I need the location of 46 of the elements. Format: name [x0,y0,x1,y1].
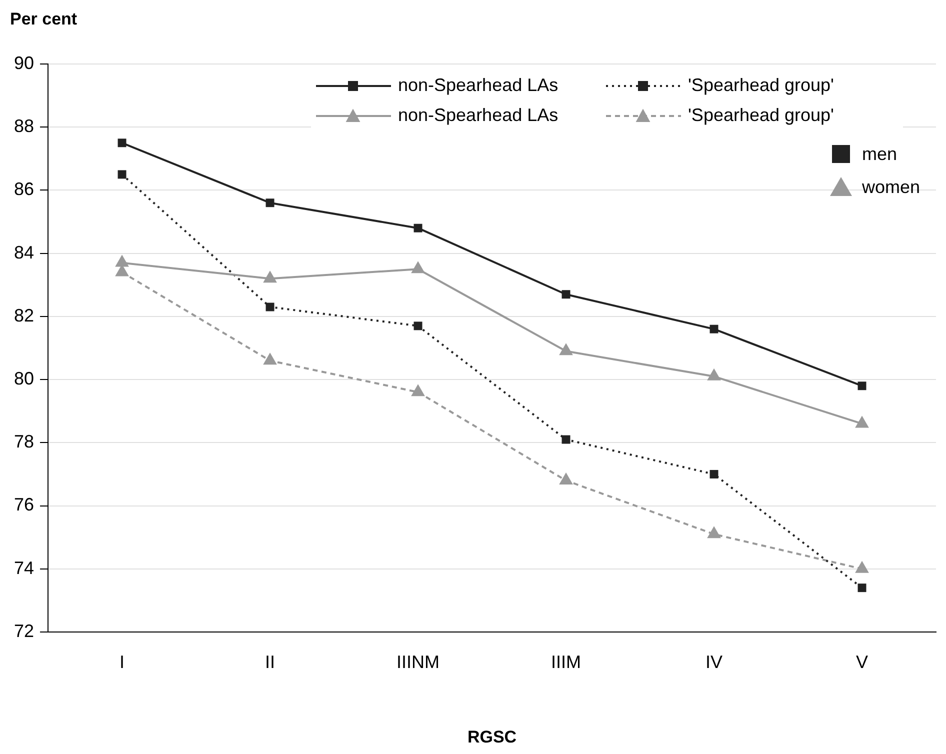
x-tick-label: I [120,652,125,672]
y-tick-label: 76 [14,494,34,515]
point [414,322,422,330]
point [263,270,277,283]
legend-label: 'Spearhead group' [688,104,834,125]
x-axis-title: RGSC [467,727,517,746]
point [263,352,277,365]
x-tick-label: IIIM [551,652,582,672]
y-tick-label: 88 [14,116,34,136]
point [562,290,570,299]
point [855,560,869,573]
annotation: men [862,143,898,165]
x-tick-label: IIINM [396,652,440,672]
point [710,324,718,334]
point [855,416,869,428]
y-tick-label: 84 [14,242,34,262]
x-tick-label: IV [706,652,723,672]
y-tick-label: 74 [14,558,34,578]
point [707,526,721,538]
legend-label: 'Spearhead group' [688,74,834,95]
legend-label: non-Spearhead LAs [398,104,558,125]
point [115,254,129,267]
annotation: women [862,176,920,198]
point [707,368,721,380]
point [559,472,573,485]
point [858,382,866,390]
point [118,138,126,148]
y-tick-label: 78 [14,432,34,452]
point [411,384,425,396]
x-tick-label: II [265,652,276,672]
y-tick-label: 72 [14,620,34,641]
point [562,435,570,444]
y-axis-title: Per cent [10,10,78,29]
point [266,302,274,312]
point [414,224,422,232]
y-tick-label: 80 [14,368,34,389]
y-tick-label: 86 [14,179,34,200]
legend-label: non-Spearhead LAs [398,74,558,95]
point [266,198,274,208]
point [411,261,425,274]
point [559,343,573,356]
x-tick-label: V [856,652,868,672]
y-tick-label: 82 [14,305,34,326]
y-tick-label: 90 [14,52,34,73]
point [118,170,126,179]
point [710,470,718,478]
